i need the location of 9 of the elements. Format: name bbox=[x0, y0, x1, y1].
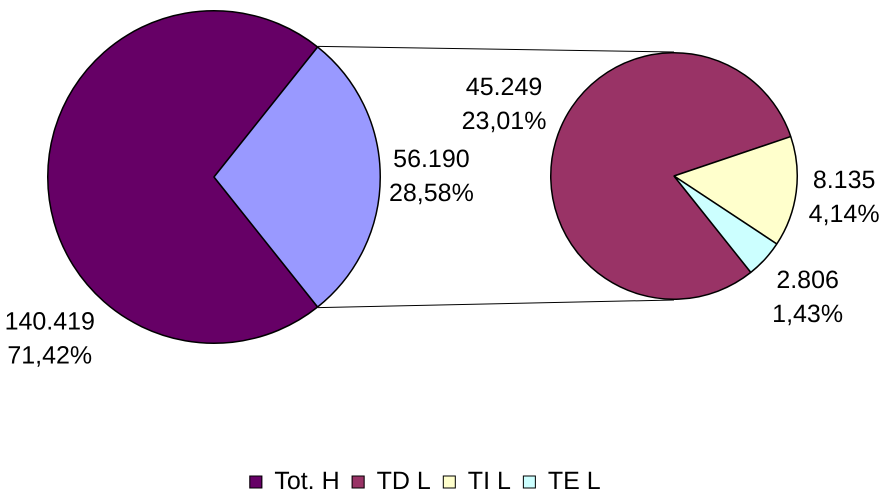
legend-label: TE L bbox=[548, 466, 601, 493]
data-label: 140.419 71,42% bbox=[4, 307, 95, 370]
legend-label: TD L bbox=[376, 466, 431, 493]
legend-label: Tot. H bbox=[274, 466, 340, 493]
legend-label: TI L bbox=[468, 466, 511, 493]
data-label: 2.806 1,43% bbox=[772, 266, 844, 328]
data-label: 8.135 4,14% bbox=[808, 166, 880, 228]
data-label: 56.190 28,58% bbox=[388, 144, 474, 207]
data-label: 45.249 23,01% bbox=[462, 72, 546, 135]
